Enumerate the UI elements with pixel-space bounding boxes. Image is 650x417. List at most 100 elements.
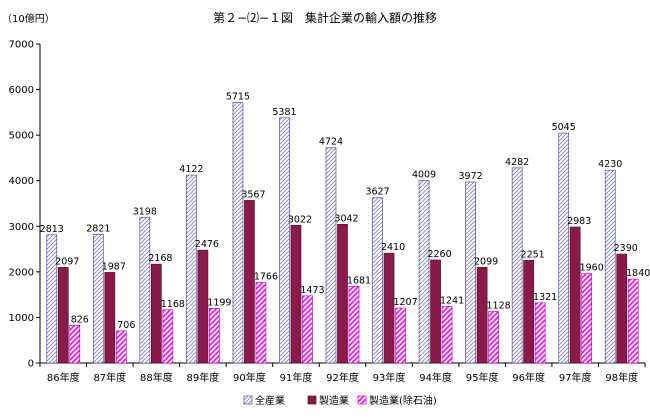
data-label: 2983 <box>567 216 591 227</box>
chart-title: 第２−⑵−１図 集計企業の輸入額の推移 <box>213 10 437 25</box>
data-label: 3567 <box>241 189 265 200</box>
y-tick-label: 0 <box>28 359 34 370</box>
y-tick-label: 4000 <box>9 176 34 187</box>
bar <box>255 282 267 364</box>
axes: 0 1000 2000 3000 4000 5000 6000 7000 86年度 87年度 88年… <box>9 40 646 384</box>
bar <box>383 252 395 364</box>
x-tick-label: 89年度 <box>187 371 220 384</box>
data-label: 2410 <box>381 242 405 253</box>
legend-swatch <box>357 395 367 405</box>
bar <box>418 179 430 364</box>
y-tick-label: 6000 <box>9 85 34 96</box>
data-label: 3042 <box>334 213 358 224</box>
data-label: 5045 <box>552 122 576 133</box>
bar <box>46 234 58 364</box>
data-label: 4230 <box>598 159 622 170</box>
x-tick-label: 98年度 <box>605 371 638 384</box>
data-label: 1766 <box>254 272 278 283</box>
bar <box>511 167 523 364</box>
bar <box>279 117 290 364</box>
data-label: 1321 <box>533 292 557 303</box>
x-tick-label: 93年度 <box>373 371 406 384</box>
bar <box>139 216 151 364</box>
bar <box>115 330 127 364</box>
y-unit-label: （10億円） <box>2 12 55 25</box>
x-tick-label: 91年度 <box>280 371 313 384</box>
x-tick-label: 96年度 <box>512 371 545 384</box>
bar <box>558 132 570 364</box>
bar <box>209 308 220 364</box>
bar <box>569 226 581 364</box>
bar <box>150 263 162 364</box>
bar <box>627 278 639 364</box>
bars <box>46 102 639 364</box>
bar <box>162 309 174 364</box>
legend: 全産業 製造業 製造業(除石油) <box>243 394 437 407</box>
bar <box>302 295 313 364</box>
bar <box>92 234 104 364</box>
data-label: 4282 <box>505 157 529 168</box>
data-label: 5381 <box>272 107 296 118</box>
bar <box>534 302 546 364</box>
legend-label: 全産業 <box>255 394 285 407</box>
y-tick-label: 5000 <box>9 131 34 142</box>
bar <box>430 259 441 364</box>
bar <box>57 267 69 364</box>
data-label: 1168 <box>161 299 185 310</box>
data-label: 2813 <box>40 224 64 235</box>
x-tick-label: 97年度 <box>559 371 592 384</box>
bar <box>197 249 209 364</box>
x-tick-label: 87年度 <box>93 371 126 384</box>
bar <box>441 306 453 364</box>
legend-label: 製造業 <box>319 394 349 407</box>
x-tick-label: 90年度 <box>233 371 266 384</box>
data-label: 706 <box>117 320 135 331</box>
data-label: 1199 <box>207 297 231 308</box>
legend-label: 製造業(除石油) <box>369 394 437 407</box>
y-tick-label: 3000 <box>9 222 34 233</box>
data-label: 1473 <box>300 285 324 296</box>
bar <box>186 174 197 364</box>
data-label: 3972 <box>459 171 483 182</box>
x-tick-label: 88年度 <box>140 371 173 384</box>
x-tick-label: 86年度 <box>47 371 80 384</box>
data-label: 1960 <box>580 263 604 274</box>
bar <box>465 181 476 364</box>
bar <box>581 273 593 364</box>
y-tick-label: 1000 <box>9 313 34 324</box>
data-label: 3627 <box>365 187 389 198</box>
legend-swatch <box>307 395 317 405</box>
data-label: 1987 <box>102 261 126 272</box>
x-tick-label: 94年度 <box>419 371 452 384</box>
data-label: 3198 <box>133 206 157 217</box>
bar <box>290 224 302 364</box>
y-tick-label: 7000 <box>9 40 34 51</box>
bar <box>337 224 348 364</box>
bar <box>395 307 406 364</box>
data-label: 1241 <box>440 295 464 306</box>
data-label: 4009 <box>412 169 436 180</box>
data-label: 2168 <box>148 253 172 264</box>
data-label: 1207 <box>393 297 417 308</box>
y-tick-label: 2000 <box>9 267 34 278</box>
data-label: 2821 <box>86 223 110 234</box>
bar <box>604 169 616 364</box>
bar <box>244 200 255 364</box>
x-tick-label: 92年度 <box>326 371 359 384</box>
data-label: 2390 <box>614 243 638 254</box>
bar <box>476 266 488 364</box>
bar <box>232 102 244 364</box>
bar <box>348 286 360 364</box>
bar <box>325 147 337 364</box>
bar <box>69 325 81 364</box>
bar <box>372 197 383 364</box>
bar <box>488 311 499 364</box>
x-tick-label: 95年度 <box>466 371 499 384</box>
data-labels: 2813 2097 826 2821 1987 706 3198 2168 1168 4122 24… <box>40 92 650 331</box>
data-label: 1128 <box>487 301 511 312</box>
data-label: 4724 <box>319 137 343 148</box>
data-label: 826 <box>71 314 89 325</box>
data-label: 1681 <box>347 275 371 286</box>
data-label: 5715 <box>226 92 250 103</box>
